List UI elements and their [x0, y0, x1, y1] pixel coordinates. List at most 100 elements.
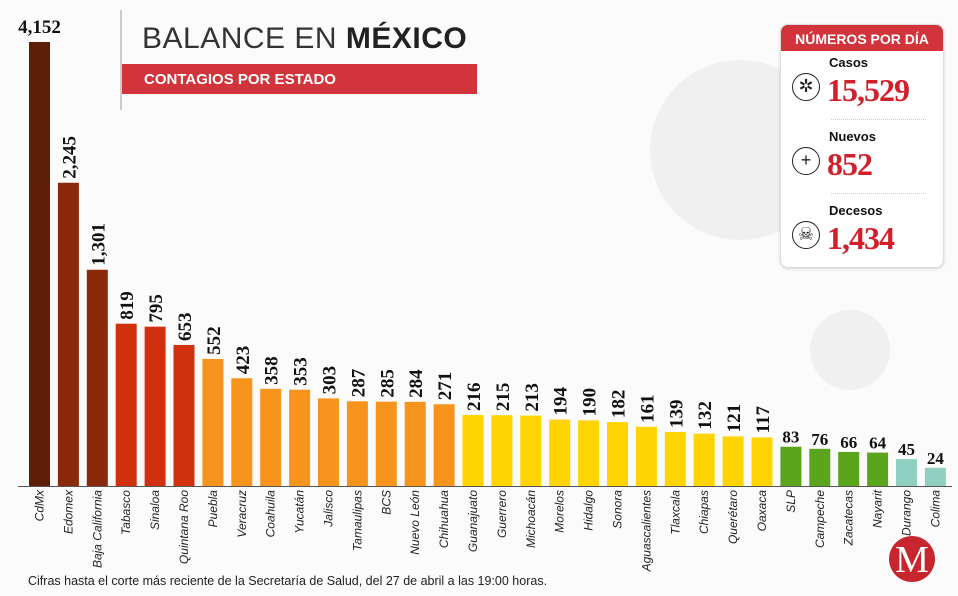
bar: [520, 415, 542, 486]
value-label: 552: [204, 326, 225, 355]
bar: [115, 323, 137, 486]
stat-label: Casos: [829, 55, 869, 70]
bar: [86, 269, 108, 486]
category-label: Veracruz: [235, 490, 249, 538]
category-label: Michoacán: [524, 490, 538, 548]
bar: [202, 358, 224, 486]
value-label: 215: [493, 383, 514, 412]
value-label: 423: [233, 346, 254, 375]
category-label: Quintana Roo: [177, 490, 191, 564]
category-label: SLP: [784, 490, 798, 513]
panel-title: NÚMEROS POR DÍA: [781, 25, 943, 51]
bar: [664, 431, 686, 486]
stat-value: 852: [827, 146, 873, 182]
category-label: Edomex: [61, 489, 75, 534]
divider: [831, 119, 926, 120]
category-label: Tlaxcala: [668, 490, 682, 535]
value-label: 139: [666, 399, 687, 428]
value-label: 121: [724, 404, 745, 433]
category-label: Querétaro: [726, 490, 740, 544]
category-label: Coahuila: [264, 490, 278, 538]
value-label: 45: [898, 440, 915, 459]
category-label: Sinaloa: [148, 490, 162, 530]
bar: [173, 344, 195, 486]
bar: [838, 451, 860, 486]
category-label: Hidalgo: [582, 490, 596, 531]
bar: [751, 437, 773, 486]
bar: [549, 419, 571, 486]
bar: [260, 388, 282, 486]
bar: [809, 448, 831, 486]
value-label: 132: [695, 401, 716, 430]
value-label: 213: [522, 383, 543, 412]
stat-decesos: ☠ Decesos 1,434: [789, 201, 939, 265]
bar: [404, 401, 426, 486]
stat-value: 1,434: [827, 220, 895, 256]
value-label: 287: [348, 368, 369, 397]
value-label: 303: [320, 366, 341, 395]
bar: [780, 446, 802, 486]
bar: [867, 452, 889, 486]
bar: [462, 414, 484, 486]
value-label: 194: [551, 387, 572, 416]
bar: [231, 378, 253, 486]
bar: [693, 433, 715, 486]
category-label: Sonora: [611, 490, 625, 529]
bar: [289, 389, 311, 486]
bar: [433, 404, 455, 486]
value-label: 1,301: [88, 223, 109, 266]
bar: [346, 401, 368, 486]
value-label: 83: [782, 428, 799, 447]
category-label: Campeche: [813, 490, 827, 548]
daily-numbers-panel: NÚMEROS POR DÍA ✲ Casos 15,529 + Nuevos …: [780, 24, 944, 268]
value-label: 271: [435, 372, 456, 401]
value-label: 819: [117, 291, 138, 320]
stat-nuevos: + Nuevos 852: [789, 127, 939, 191]
bar: [722, 436, 744, 486]
category-label: Aguascalientes: [639, 490, 653, 572]
category-label: Jalisco: [322, 490, 336, 528]
category-label: CdMx: [33, 489, 47, 521]
bar: [635, 426, 657, 486]
page-title: BALANCE EN MÉXICO: [142, 22, 467, 56]
category-label: Guerrero: [495, 490, 509, 538]
category-label: Oaxaca: [755, 490, 769, 532]
value-label: 182: [609, 390, 630, 419]
category-label: Nuevo León: [408, 490, 422, 555]
bar: [924, 467, 946, 486]
category-label: Morelos: [553, 490, 567, 533]
bar: [375, 401, 397, 486]
title-light: BALANCE EN: [142, 22, 346, 55]
value-label: 284: [406, 369, 427, 398]
virus-icon: ✲: [792, 73, 820, 101]
header: BALANCE EN MÉXICO CONTAGIOS POR ESTADO: [120, 10, 477, 110]
value-label: 2,245: [59, 136, 80, 179]
title-bold: MÉXICO: [345, 22, 468, 55]
value-label: 358: [262, 356, 283, 385]
category-label: Chiapas: [697, 490, 711, 534]
value-label: 76: [811, 430, 828, 449]
value-label: 4,152: [18, 17, 61, 38]
value-label: 653: [175, 312, 196, 341]
value-label: 66: [840, 433, 857, 452]
category-label: Durango: [900, 490, 914, 536]
bar: [57, 182, 79, 486]
bar: [896, 459, 917, 486]
milenio-logo: M: [889, 536, 935, 582]
bar: [607, 422, 628, 486]
category-label: Puebla: [206, 490, 220, 528]
category-label: Colima: [928, 490, 942, 528]
value-label: 353: [291, 357, 312, 386]
value-label: 117: [753, 405, 774, 433]
category-label: Yucatán: [293, 490, 307, 534]
category-label: BCS: [379, 490, 393, 515]
skull-icon: ☠: [792, 221, 820, 249]
category-label: Tamaulipas: [350, 490, 364, 551]
value-label: 795: [146, 294, 167, 323]
virus-watermark-icon: [810, 310, 890, 390]
bar: [144, 326, 166, 486]
value-label: 24: [927, 449, 945, 468]
category-label: Zacatecas: [842, 490, 856, 546]
